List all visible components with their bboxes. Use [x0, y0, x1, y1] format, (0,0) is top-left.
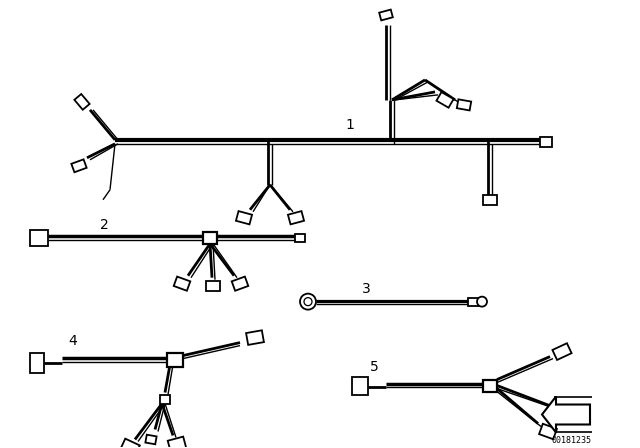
Bar	[120, 439, 140, 448]
Bar	[556, 406, 573, 421]
Bar	[173, 276, 190, 291]
Bar	[352, 377, 368, 395]
Bar	[483, 195, 497, 205]
Circle shape	[300, 293, 316, 310]
Bar	[468, 297, 480, 306]
Bar	[236, 211, 252, 224]
Bar	[160, 395, 170, 404]
Text: 5: 5	[370, 360, 379, 374]
Polygon shape	[542, 396, 590, 432]
Bar	[539, 424, 557, 439]
Text: 4: 4	[68, 334, 77, 348]
Bar	[288, 211, 304, 224]
Bar	[74, 94, 90, 110]
Bar	[168, 437, 186, 448]
Text: 00181235: 00181235	[552, 436, 592, 445]
Bar	[167, 353, 183, 366]
Bar	[206, 280, 220, 291]
Bar	[71, 159, 86, 172]
Circle shape	[477, 297, 487, 306]
Bar	[457, 99, 471, 110]
Text: 2: 2	[100, 218, 109, 232]
Circle shape	[304, 297, 312, 306]
Text: 1: 1	[345, 118, 354, 132]
Bar	[540, 137, 552, 147]
Bar	[30, 353, 44, 373]
Bar	[436, 92, 454, 108]
Bar	[30, 230, 48, 246]
Bar	[295, 234, 305, 242]
Bar	[203, 232, 217, 244]
Bar	[145, 435, 157, 444]
Text: 3: 3	[362, 282, 371, 296]
Bar	[483, 379, 497, 392]
Bar	[552, 343, 572, 360]
Bar	[379, 9, 393, 21]
Bar	[246, 330, 264, 345]
Bar	[232, 276, 248, 291]
